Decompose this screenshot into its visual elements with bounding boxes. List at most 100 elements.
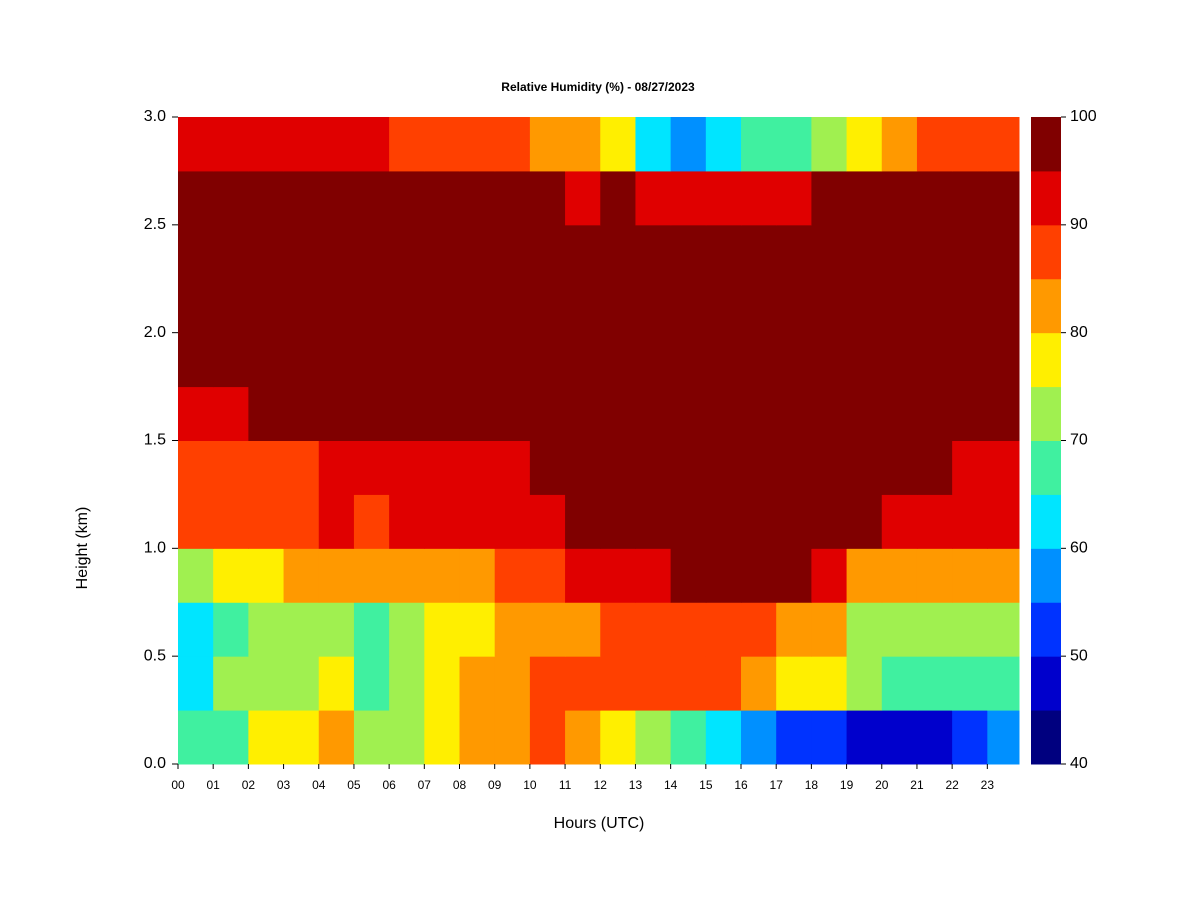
heat-cell xyxy=(846,278,883,334)
heat-cell xyxy=(565,170,601,226)
heat-cell xyxy=(494,548,531,603)
heat-cell xyxy=(283,170,320,226)
heat-cell xyxy=(987,548,1020,603)
heat-cell xyxy=(424,278,461,334)
colorbar-band xyxy=(1031,278,1061,334)
heat-cell xyxy=(670,494,707,549)
heat-cell xyxy=(213,386,249,441)
heat-cell xyxy=(705,278,742,334)
heat-cell xyxy=(459,710,496,765)
heat-cell xyxy=(494,278,531,334)
heat-cell xyxy=(881,332,918,388)
x-tick-label: 08 xyxy=(453,778,467,792)
heat-cell xyxy=(916,278,953,334)
heat-cell xyxy=(635,224,672,280)
heat-cell xyxy=(494,656,531,711)
heat-cell xyxy=(741,386,777,441)
heat-cell xyxy=(529,278,566,334)
colorbar-band xyxy=(1031,170,1061,226)
heat-cell xyxy=(424,224,461,280)
heat-cell xyxy=(916,548,953,603)
heat-cell xyxy=(916,656,953,711)
heat-cell xyxy=(811,602,848,657)
heat-cell xyxy=(389,710,425,765)
heat-cell xyxy=(846,170,883,226)
heat-cell xyxy=(705,117,742,172)
heat-cell xyxy=(178,117,214,172)
heat-cell xyxy=(952,494,988,549)
heat-cell xyxy=(529,656,566,711)
heat-cell xyxy=(529,440,566,495)
heat-cell xyxy=(776,117,812,172)
x-tick-label: 01 xyxy=(207,778,221,792)
heat-cell xyxy=(987,278,1020,334)
x-tick-label: 03 xyxy=(277,778,291,792)
heat-cell xyxy=(248,224,285,280)
y-tick-label: 1.0 xyxy=(144,540,166,557)
heat-cell xyxy=(424,602,461,657)
heat-cell xyxy=(178,710,214,765)
heat-cell xyxy=(670,278,707,334)
heat-cell xyxy=(987,224,1020,280)
heat-cell xyxy=(459,224,496,280)
heat-cell xyxy=(600,224,636,280)
heat-cell xyxy=(846,548,883,603)
heat-cell xyxy=(389,117,425,172)
heat-cell xyxy=(353,224,390,280)
heat-cell xyxy=(565,117,601,172)
heat-cell xyxy=(881,548,918,603)
heat-cell xyxy=(318,548,355,603)
x-tick-label: 22 xyxy=(945,778,959,792)
heat-cell xyxy=(318,602,355,657)
heat-cell xyxy=(987,494,1020,549)
heat-cell xyxy=(741,710,777,765)
heat-cell xyxy=(494,494,531,549)
heat-cell xyxy=(318,170,355,226)
heat-cell xyxy=(459,656,496,711)
heat-cell xyxy=(776,710,812,765)
colorbar-tick-label: 50 xyxy=(1070,647,1088,664)
colorbar-band xyxy=(1031,386,1061,441)
x-tick-label: 05 xyxy=(347,778,361,792)
heat-cell xyxy=(283,278,320,334)
heat-cell xyxy=(600,332,636,388)
heat-cell xyxy=(283,548,320,603)
heat-cell xyxy=(881,602,918,657)
heat-cell xyxy=(705,656,742,711)
colorbar-band xyxy=(1031,656,1061,711)
heat-cell xyxy=(916,440,953,495)
heat-cell xyxy=(459,170,496,226)
y-axis-label: Height (km) xyxy=(74,507,91,590)
heat-cell xyxy=(494,224,531,280)
heat-cell xyxy=(705,224,742,280)
heat-cell xyxy=(916,332,953,388)
heat-cell xyxy=(600,548,636,603)
colorbar-band xyxy=(1031,548,1061,603)
heat-cell xyxy=(670,117,707,172)
y-tick-label: 3.0 xyxy=(144,108,166,125)
heat-cell xyxy=(811,710,848,765)
heat-cell xyxy=(565,656,601,711)
heat-cell xyxy=(283,440,320,495)
heat-cell xyxy=(741,117,777,172)
heat-cell xyxy=(846,224,883,280)
heat-cell xyxy=(318,710,355,765)
heat-cell xyxy=(494,332,531,388)
heat-cell xyxy=(178,278,214,334)
heat-cell xyxy=(213,656,249,711)
heat-cell xyxy=(987,386,1020,441)
x-tick-label: 04 xyxy=(312,778,326,792)
heat-cell xyxy=(811,494,848,549)
heat-cell xyxy=(670,170,707,226)
heat-cell xyxy=(705,170,742,226)
heat-cell xyxy=(459,494,496,549)
heat-cell xyxy=(741,548,777,603)
heat-cell xyxy=(635,440,672,495)
heat-cell xyxy=(494,440,531,495)
heat-cell xyxy=(881,710,918,765)
x-tick-label: 13 xyxy=(629,778,643,792)
heat-cell xyxy=(600,386,636,441)
heat-cell xyxy=(353,170,390,226)
heat-cell xyxy=(565,386,601,441)
